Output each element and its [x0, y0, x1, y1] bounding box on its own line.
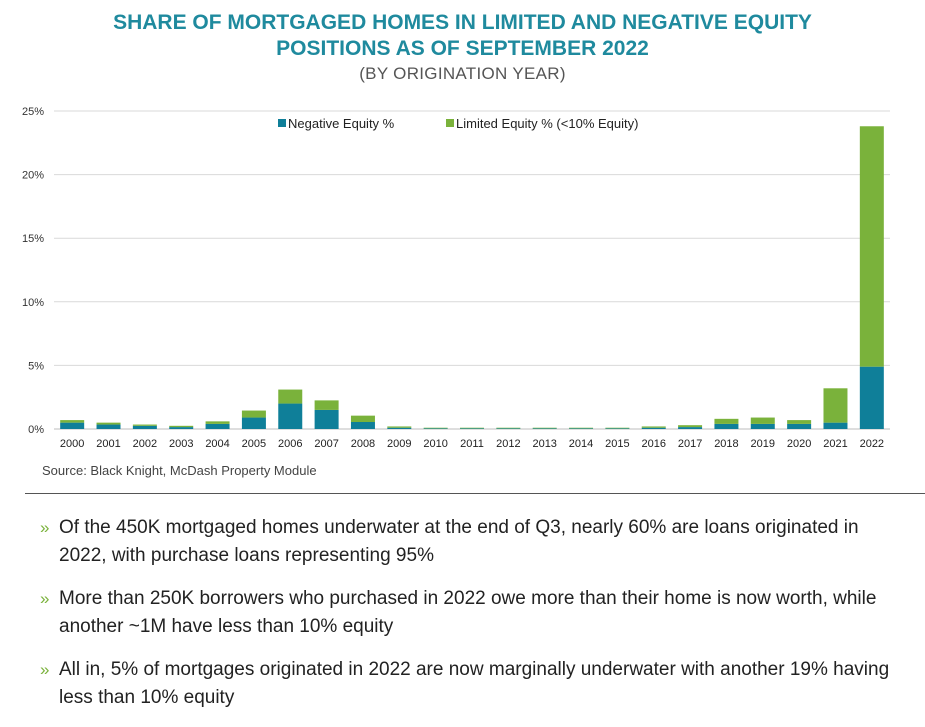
- bullet-item: » All in, 5% of mortgages originated in …: [40, 656, 910, 712]
- x-tick-label: 2018: [714, 438, 738, 450]
- bar-negative-equity: [641, 427, 666, 429]
- x-tick-label: 2005: [242, 438, 266, 450]
- bar-limited-equity: [605, 427, 630, 429]
- bar-limited-equity: [387, 426, 412, 428]
- x-tick-label: 2016: [641, 438, 665, 450]
- chart-subtitle: (BY ORIGINATION YEAR): [359, 64, 566, 83]
- x-tick-label: 2020: [787, 438, 811, 450]
- bullet-item: » More than 250K borrowers who purchased…: [40, 585, 910, 641]
- x-tick-label: 2001: [96, 438, 120, 450]
- bullet-marker: »: [40, 660, 50, 679]
- y-tick-label: 25%: [22, 106, 44, 118]
- bar-limited-equity: [96, 422, 121, 425]
- bar-limited-equity: [714, 418, 739, 424]
- bar-limited-equity: [460, 427, 484, 429]
- bar-negative-equity: [423, 428, 448, 429]
- bar-negative-equity: [241, 417, 266, 429]
- bar-negative-equity: [169, 427, 194, 429]
- bullet-text: All in, 5% of mortgages originated in 20…: [59, 659, 890, 708]
- bar-negative-equity: [532, 428, 557, 429]
- bullet-item: » Of the 450K mortgaged homes underwater…: [40, 514, 910, 570]
- x-tick-label: 2000: [60, 438, 84, 450]
- bar-negative-equity: [350, 422, 375, 429]
- x-tick-label: 2007: [314, 438, 338, 450]
- bar-negative-equity: [714, 423, 739, 429]
- x-tick-label: 2008: [351, 438, 375, 450]
- x-tick-label: 2017: [678, 438, 702, 450]
- bar-limited-equity: [569, 427, 594, 429]
- legend-label: Negative Equity %: [288, 116, 395, 131]
- bar-negative-equity: [496, 428, 521, 429]
- bar-limited-equity: [314, 400, 339, 410]
- x-tick-label: 2015: [605, 438, 629, 450]
- x-tick-label: 2014: [569, 438, 593, 450]
- x-tick-label: 2009: [387, 438, 411, 450]
- bar-negative-equity: [460, 428, 484, 429]
- bar-negative-equity: [750, 423, 775, 429]
- bullet-list: » Of the 450K mortgaged homes underwater…: [40, 514, 910, 727]
- bar-negative-equity: [569, 428, 594, 429]
- source-note: Source: Black Knight, McDash Property Mo…: [42, 463, 317, 478]
- bullet-marker: »: [40, 589, 50, 608]
- y-tick-label: 15%: [22, 233, 44, 245]
- bar-limited-equity: [205, 421, 230, 424]
- bar-negative-equity: [787, 423, 812, 429]
- x-tick-label: 2012: [496, 438, 520, 450]
- y-tick-label: 20%: [22, 170, 44, 182]
- bar-limited-equity: [132, 424, 157, 426]
- bar-negative-equity: [859, 366, 884, 429]
- bar-limited-equity: [787, 420, 812, 424]
- legend-label: Limited Equity % (<10% Equity): [456, 116, 638, 131]
- bar-negative-equity: [605, 428, 630, 429]
- bullet-marker: »: [40, 518, 50, 537]
- bar-limited-equity: [278, 389, 303, 404]
- stacked-bar-chart: 0% 5% 10% 15% 20% 25% 2000 2001 2002 2003 2004 2005…: [22, 106, 890, 450]
- x-tick-label: 2019: [751, 438, 775, 450]
- chart-title-line1: SHARE OF MORTGAGED HOMES IN LIMITED AND …: [113, 11, 812, 34]
- bar-limited-equity: [169, 425, 194, 428]
- x-tick-label: 2002: [133, 438, 157, 450]
- bar-limited-equity: [678, 425, 703, 428]
- bullet-text: Of the 450K mortgaged homes underwater a…: [59, 517, 859, 566]
- bar-negative-equity: [387, 427, 412, 429]
- bar-negative-equity: [205, 423, 230, 429]
- legend-swatch: [446, 119, 454, 127]
- divider: [25, 493, 925, 494]
- bar-negative-equity: [60, 422, 85, 429]
- y-tick-label: 5%: [28, 360, 44, 372]
- x-tick-label: 2004: [205, 438, 229, 450]
- x-tick-label: 2006: [278, 438, 302, 450]
- bar-negative-equity: [278, 403, 303, 429]
- bar-negative-equity: [823, 422, 848, 429]
- bar-limited-equity: [241, 410, 266, 418]
- bar-limited-equity: [641, 426, 666, 428]
- bullet-text: More than 250K borrowers who purchased i…: [59, 588, 877, 637]
- bar-limited-equity: [750, 417, 775, 424]
- y-tick-label: 0%: [28, 424, 44, 436]
- bar-negative-equity: [96, 424, 121, 429]
- bar-limited-equity: [423, 427, 448, 429]
- bar-limited-equity: [859, 126, 884, 367]
- bar-negative-equity: [314, 409, 339, 429]
- x-tick-label: 2011: [460, 438, 484, 450]
- x-tick-label: 2010: [423, 438, 447, 450]
- bar-limited-equity: [496, 427, 521, 429]
- y-tick-label: 10%: [22, 297, 44, 309]
- bar-negative-equity: [678, 427, 703, 429]
- bar-negative-equity: [132, 425, 157, 429]
- bar-limited-equity: [532, 427, 557, 429]
- legend-swatch: [278, 119, 286, 127]
- chart-title-line2: POSITIONS AS OF SEPTEMBER 2022: [276, 37, 649, 60]
- x-tick-label: 2013: [532, 438, 556, 450]
- x-tick-label: 2022: [860, 438, 884, 450]
- x-tick-label: 2021: [823, 438, 847, 450]
- bar-limited-equity: [350, 415, 375, 423]
- x-tick-label: 2003: [169, 438, 193, 450]
- bar-limited-equity: [60, 420, 85, 423]
- bar-limited-equity: [823, 388, 848, 423]
